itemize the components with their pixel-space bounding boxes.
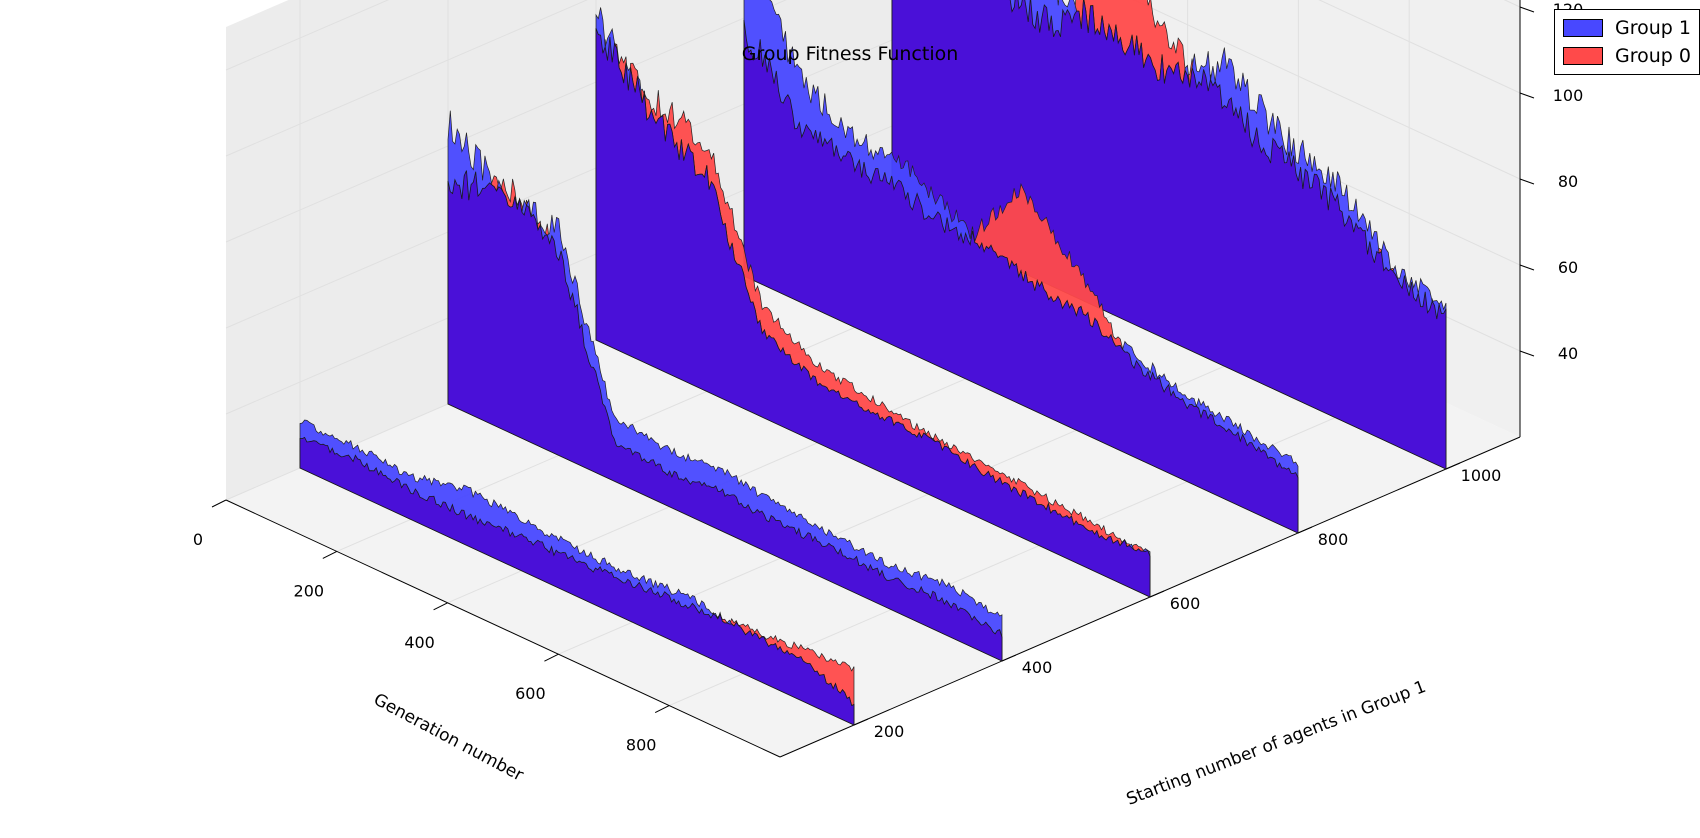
z-tick	[1519, 178, 1535, 185]
y-tick	[1297, 526, 1313, 534]
legend: Group 1 Group 0	[1554, 9, 1700, 75]
tick-labels: 0200400600800200400600800100040608010012…	[193, 0, 1583, 755]
x-tick	[211, 499, 227, 508]
legend-item-group-1: Group 1	[1563, 14, 1691, 42]
slice-800	[743, 0, 1299, 534]
x-axis-line	[225, 499, 781, 758]
legend-label-group-1: Group 1	[1615, 17, 1691, 39]
y-tick-label: 600	[1170, 594, 1201, 613]
z-tick-label: 80	[1558, 172, 1578, 191]
slice-600	[595, 7, 1151, 598]
z-tick-label: 100	[1553, 86, 1584, 105]
x-tick-label: 400	[404, 633, 435, 652]
y-tick-label: 200	[874, 722, 905, 741]
legend-item-group-0: Group 0	[1563, 42, 1691, 70]
y-tick-label: 400	[1022, 658, 1053, 677]
x-tick	[544, 653, 559, 662]
grid-line	[1132, 0, 1521, 180]
x-tick-label: 800	[626, 736, 657, 755]
y-tick	[1445, 462, 1461, 470]
z-tick	[1519, 264, 1535, 271]
chart-title: Group Fitness Function	[742, 43, 959, 65]
overlap-area	[299, 436, 855, 726]
axis-lines	[211, 0, 1535, 758]
y-tick	[1001, 654, 1017, 662]
slice-1000	[891, 0, 1447, 470]
slice-400	[447, 110, 1003, 662]
grid-line	[1318, 0, 1521, 94]
legend-swatch-group-0	[1563, 47, 1604, 65]
y-tick-label: 1000	[1461, 466, 1502, 485]
z-tick-label: 40	[1558, 344, 1578, 363]
grid-line	[225, 0, 589, 157]
overlap-area	[891, 0, 1447, 470]
y-tick-label: 800	[1318, 530, 1349, 549]
slice-200	[299, 419, 855, 726]
x-tick-label: 0	[193, 530, 203, 549]
grid-line	[225, 0, 390, 71]
z-tick	[1519, 6, 1535, 13]
legend-label-group-0: Group 0	[1615, 45, 1691, 67]
y-axis-label: Starting number of agents in Group 1	[1124, 677, 1429, 810]
z-tick-label: 60	[1558, 258, 1578, 277]
overlap-area	[447, 170, 1003, 662]
y-tick	[853, 718, 869, 726]
y-tick	[1149, 590, 1165, 598]
overlap-area	[595, 28, 1151, 598]
z-tick	[1519, 92, 1535, 99]
overlap-area	[743, 19, 1299, 534]
x-tick-label: 200	[294, 581, 325, 600]
x-tick	[433, 602, 448, 611]
x-tick	[654, 705, 670, 714]
legend-swatch-group-1	[1563, 19, 1604, 37]
x-tick	[322, 550, 338, 559]
x-tick-label: 600	[515, 684, 546, 703]
data-slices	[299, 0, 1447, 726]
z-tick	[1519, 350, 1535, 357]
x-axis-label: Generation number	[370, 690, 526, 786]
